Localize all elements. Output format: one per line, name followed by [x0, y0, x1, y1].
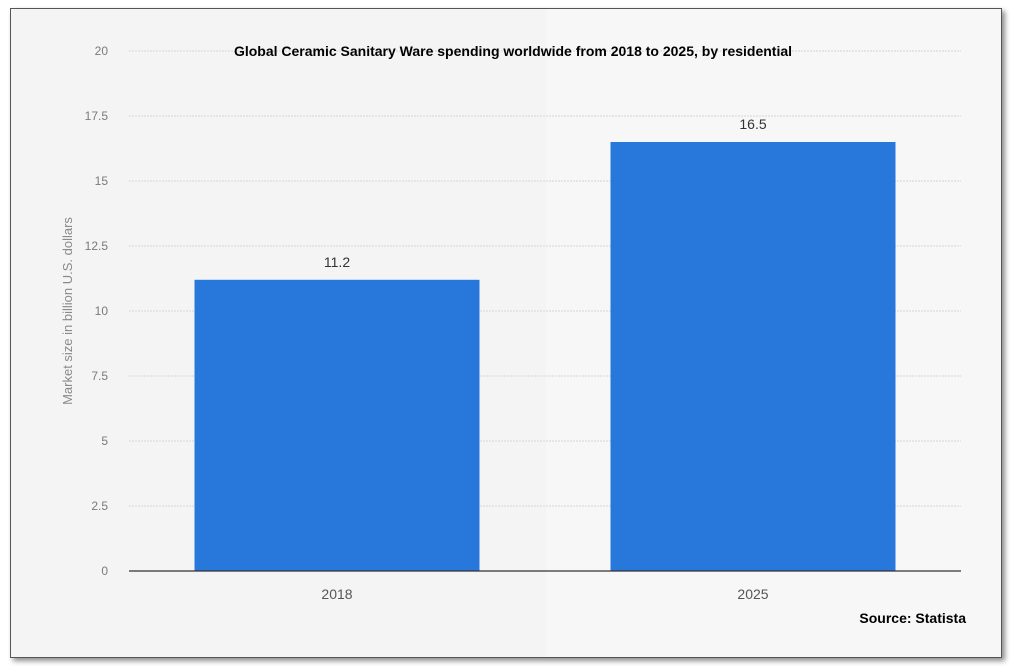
y-axis-ticks: 0 2.5 5 7.5 10 12.5 15 17.5 20 — [85, 44, 109, 578]
y-tick-label: 10 — [95, 304, 109, 318]
y-tick-label: 5 — [101, 434, 108, 448]
y-tick-label: 20 — [95, 44, 109, 58]
bar-2025 — [610, 142, 896, 571]
bar-2018 — [194, 279, 480, 571]
chart-frame: 0 2.5 5 7.5 10 12.5 15 17.5 20 2018 2025 11.2 16.5… — [10, 8, 1002, 658]
x-tick-label: 2025 — [737, 586, 768, 602]
y-axis-title: Market size in billion U.S. dollars — [60, 217, 75, 405]
y-tick-label: 7.5 — [91, 369, 108, 383]
data-label: 16.5 — [739, 116, 766, 132]
bars — [194, 142, 896, 571]
y-tick-label: 15 — [95, 174, 109, 188]
x-axis-labels: 2018 2025 — [321, 586, 768, 602]
source-note: Source: Statista — [859, 610, 966, 626]
data-label: 11.2 — [324, 254, 350, 270]
y-tick-label: 12.5 — [85, 239, 109, 253]
data-labels: 11.2 16.5 — [324, 116, 767, 270]
chart-title: Global Ceramic Sanitary Ware spending wo… — [234, 43, 792, 59]
x-tick-label: 2018 — [321, 586, 352, 602]
y-tick-label: 17.5 — [85, 109, 109, 123]
bar-chart: 0 2.5 5 7.5 10 12.5 15 17.5 20 2018 2025 11.2 16.5… — [60, 9, 1001, 657]
y-tick-label: 2.5 — [91, 499, 108, 513]
y-tick-label: 0 — [101, 564, 108, 578]
